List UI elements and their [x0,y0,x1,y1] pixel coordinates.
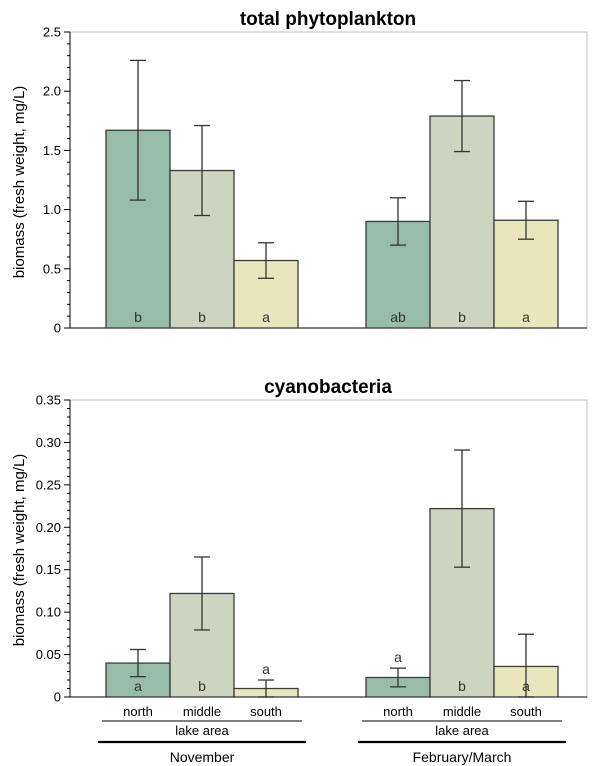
panel-total-phytoplankton: total phytoplankton biomass (fresh weigh… [11,9,588,336]
y-tick-label: 2.0 [43,84,61,99]
y-axis-label: biomass (fresh weight, mg/L) [11,454,28,647]
category-label: north [123,704,153,719]
category-label: middle [183,704,221,719]
y-tick-label: 0.30 [36,435,61,450]
category-label: middle [443,704,481,719]
significance-letter: b [198,678,206,694]
significance-letter: a [262,309,270,325]
significance-letter: b [134,309,142,325]
category-label: south [510,704,542,719]
y-tick-label: 0.10 [36,605,61,620]
y-tick-label: 0 [54,321,61,336]
significance-letter: ab [390,309,406,325]
plot-frame [69,399,588,698]
chart-title: cyanobacteria [264,377,392,398]
y-tick-label: 0.20 [36,520,61,535]
y-tick-label: 0.05 [36,647,61,662]
y-tick-label: 0 [54,690,61,705]
y-tick-label: 0.35 [36,393,61,408]
lake-area-label: lake area [435,723,489,738]
x-axis: north middle south lake area November north mi… [98,704,566,765]
category-label: north [383,704,413,719]
y-tick-label: 0.5 [43,261,61,276]
y-tick-label: 1.5 [43,143,61,158]
significance-letter: a [522,309,530,325]
y-tick-label: 1.0 [43,202,61,217]
group-label: November [170,749,235,765]
y-tick-label: 0.15 [36,562,61,577]
significance-letter: a [394,649,402,665]
significance-letter: a [522,678,530,694]
y-axis-label: biomass (fresh weight, mg/L) [11,86,28,279]
panel-cyanobacteria: cyanobacteria biomass (fresh weight, mg/… [11,377,588,705]
chart-title: total phytoplankton [240,9,416,30]
group-label: February/March [413,749,512,765]
significance-letter: a [134,678,142,694]
lake-area-label: lake area [175,723,229,738]
category-label: south [250,704,282,719]
y-tick-label: 0.25 [36,477,61,492]
significance-letter: b [458,678,466,694]
y-tick-label: 2.5 [43,25,61,40]
significance-letter: b [458,309,466,325]
significance-letter: b [198,309,206,325]
significance-letter: a [262,661,270,677]
